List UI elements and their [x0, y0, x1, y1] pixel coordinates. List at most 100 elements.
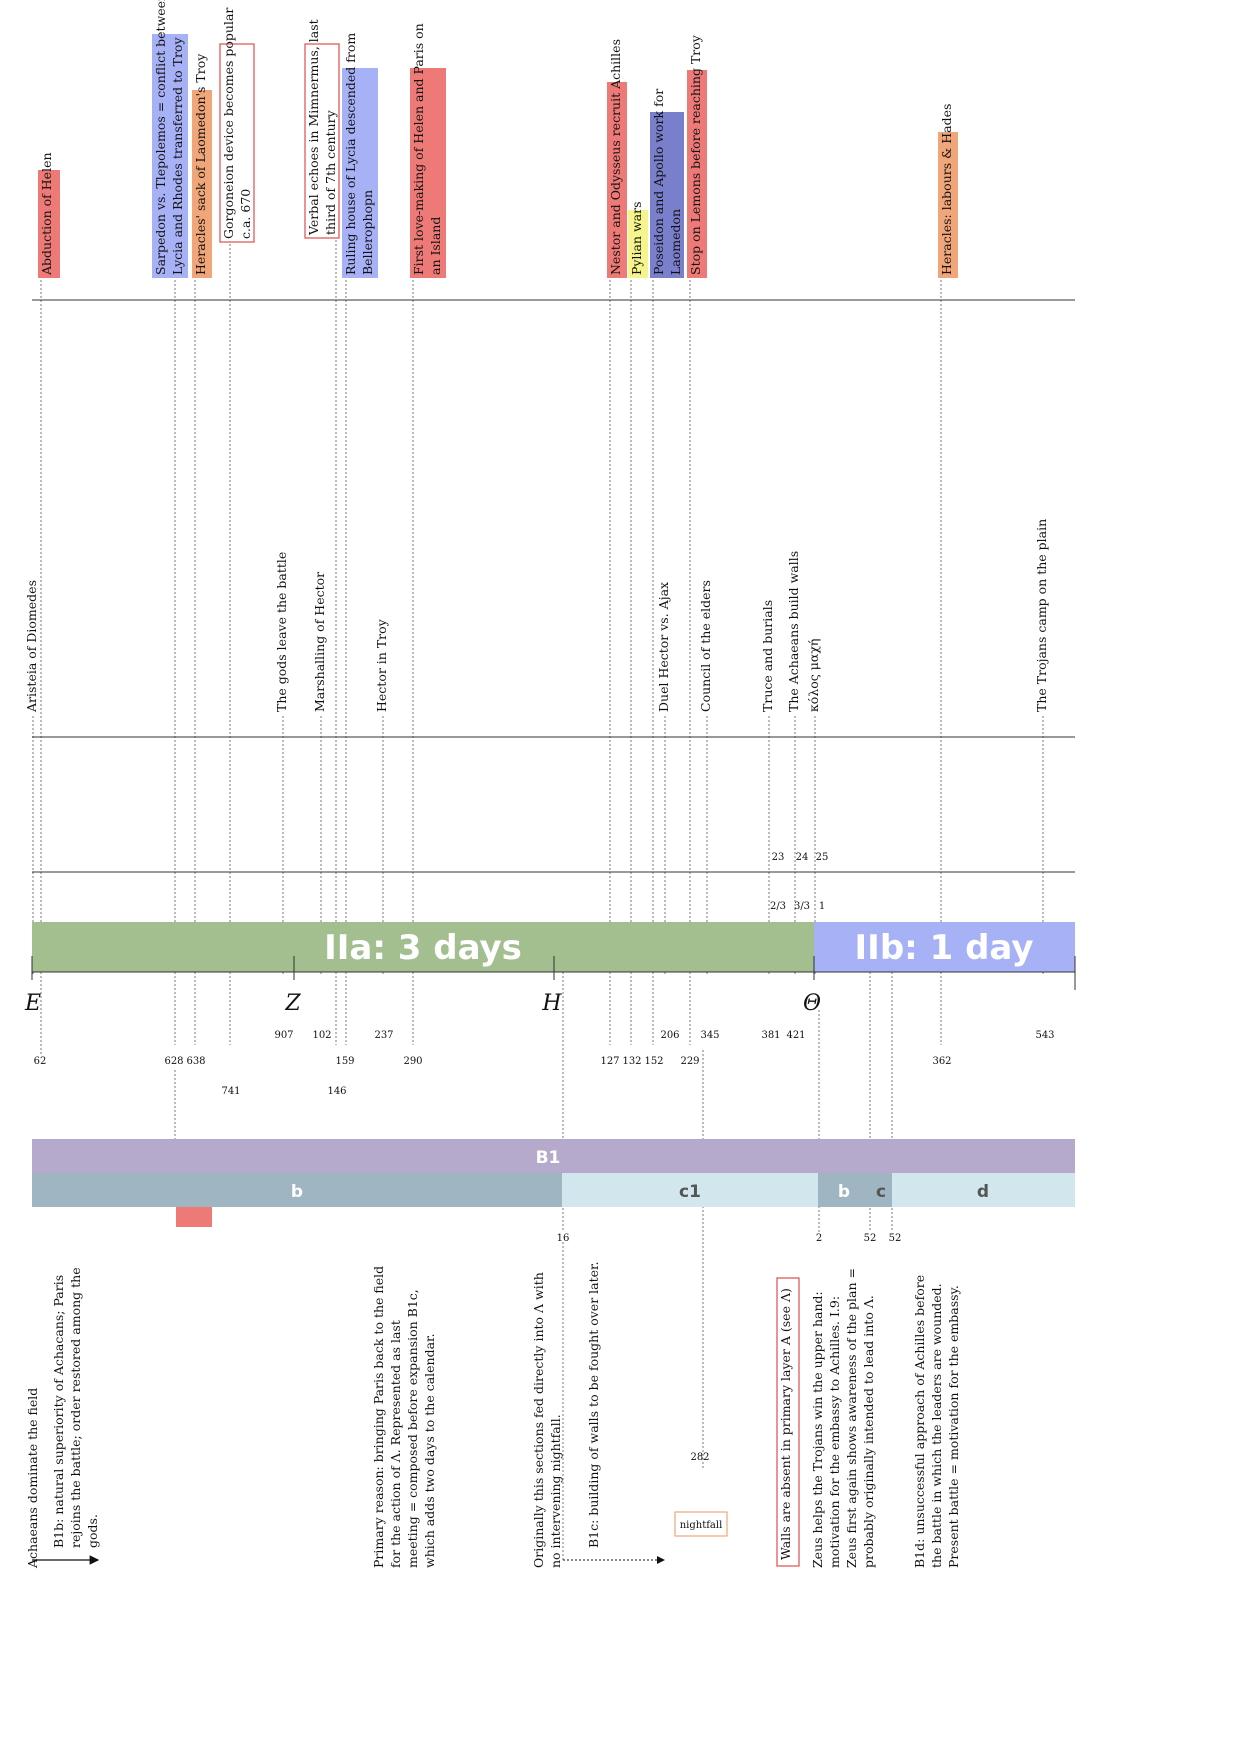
mid-event-label-line: κόλος μαχή: [806, 639, 821, 712]
phase-bar: [814, 922, 1075, 972]
top-event-label: Ruling house of Lycia descended from Bell…: [343, 33, 375, 275]
section-line-number: 2: [816, 1233, 822, 1244]
section-line-number: 282: [690, 1452, 709, 1463]
line-number: 381: [761, 1030, 780, 1041]
event-box: [628, 210, 648, 278]
section-band-label: b: [291, 1182, 303, 1202]
phase-bar: [32, 922, 814, 972]
line-number: 237: [374, 1030, 393, 1041]
note-text-line: probably originally intended to lead int…: [861, 1295, 876, 1568]
note-text-line: motivation for the embassy to Achilles. …: [827, 1296, 842, 1568]
note-text-line: B1b: natural superiority of Achacans; Pa…: [51, 1275, 66, 1548]
line-number: 421: [786, 1030, 805, 1041]
note-text-line: the battle in which the leaders are woun…: [929, 1283, 944, 1568]
section-band: [562, 1173, 818, 1207]
mid-event-label: Council of the elders: [698, 580, 713, 712]
note-text: Originally this sections fed directly in…: [531, 1272, 563, 1568]
note-text-line: no intervening nightfall.: [548, 1414, 563, 1568]
event-box: [342, 68, 378, 278]
event-box: [687, 70, 707, 278]
event-box: [607, 82, 627, 278]
line-number: 628: [164, 1056, 183, 1067]
note-text-line: B1c: building of walls to be fought over…: [586, 1261, 601, 1548]
note-text: Achaeans dominate the field: [25, 1388, 40, 1569]
mid-event-label-line: Duel Hector vs. Ajax: [656, 582, 671, 712]
mid-event-label: κόλος μαχή: [806, 639, 821, 712]
top-event-label: Pylian wars: [629, 202, 644, 276]
top-event: First love-making of Helen and Paris on a…: [410, 23, 446, 278]
top-event-label-line: third of 7th century: [323, 109, 338, 235]
line-number: 362: [932, 1056, 951, 1067]
note-text-line: Primary reason: bringing Paris back to t…: [371, 1266, 386, 1568]
line-number: 62: [34, 1056, 47, 1067]
event-box: [650, 112, 684, 278]
mid-event-label-line: Truce and burials: [760, 600, 775, 712]
book-letter: Z: [284, 991, 301, 1016]
nightfall-box: [674, 1511, 728, 1537]
note-text-line: Walls are absent in primary layer A (see…: [778, 1288, 793, 1560]
note-text: B1d: unsuccessful approach of Achilles b…: [912, 1275, 961, 1568]
mid-event-label-line: The Trojans camp on the plain: [1034, 519, 1049, 712]
section-band: [32, 1173, 562, 1207]
top-event-label: First love-making of Helen and Paris on a…: [411, 23, 443, 275]
top-event-label: Heracles' sack of Laomedon's Troy: [193, 53, 208, 275]
top-event-label-line: Heracles: labours & Hades: [939, 104, 954, 275]
line-number: 638: [186, 1056, 205, 1067]
event-box: [152, 34, 188, 278]
note-text-line: rejoins the battle; order restored among…: [68, 1267, 83, 1548]
horizontal-rules: [32, 299, 1075, 873]
band-b1-label: B1: [536, 1148, 561, 1168]
phase-label: IIb: 1 day: [855, 928, 1034, 968]
line-number: 132: [622, 1056, 641, 1067]
top-event-label: Stop on Lemons before reaching Troy: [688, 34, 703, 275]
line-number: 127: [600, 1056, 619, 1067]
line-number: 229: [680, 1056, 699, 1067]
top-event-label-line: Laomedon: [668, 209, 683, 275]
note-text-line: for the action of Λ. Represented as last: [388, 1320, 403, 1568]
top-event-label-line: Abduction of Helen: [39, 152, 54, 276]
line-number: 290: [403, 1056, 422, 1067]
marker-box: [176, 1207, 212, 1227]
top-event-label-line: Verbal echoes in Mimnermus, last: [306, 19, 321, 236]
line-number: 206: [660, 1030, 679, 1041]
line-number: 345: [700, 1030, 719, 1041]
note-text-line: Originally this sections fed directly in…: [531, 1272, 546, 1568]
top-event: Gorgoneion device becomes popular c.a. 67…: [219, 8, 255, 243]
event-box: [938, 132, 958, 278]
top-event-label-line: c.a. 670: [238, 189, 253, 239]
event-box: [304, 43, 340, 239]
note-text-line: Zeus helps the Trojans win the upper han…: [810, 1291, 825, 1568]
mid-event-label: The Achaeans build walls: [786, 551, 801, 712]
top-event-label-line: Lycia and Rhodes transferred to Troy: [170, 37, 185, 275]
book-letter: E: [24, 991, 41, 1016]
top-event: Verbal echoes in Mimnermus, last third of…: [304, 19, 340, 239]
book-letter: H: [541, 991, 562, 1016]
section-band: [892, 1173, 1075, 1207]
nightfall-label: nightfall: [680, 1520, 723, 1531]
top-event-label: Sarpedon vs. Tlepolemos = conflict betwe…: [153, 0, 185, 275]
mid-event-label-line: The gods leave the battle: [274, 552, 289, 712]
top-event-label-line: Sarpedon vs. Tlepolemos = conflict betwe…: [153, 0, 168, 275]
event-box: [38, 170, 60, 278]
mid-event-label-line: Marshalling of Hector: [312, 572, 327, 712]
day-number: 24: [796, 852, 809, 863]
day-number: 25: [816, 852, 829, 863]
note-text-line: Present battle = motivation for the emba…: [946, 1285, 961, 1568]
note-text-line: which adds two days to the calendar.: [422, 1333, 437, 1568]
top-event-label: Poseidon and Apollo work for Laomedon: [651, 89, 683, 275]
section-line-number: 52: [889, 1233, 902, 1244]
mid-event-label: Hector in Troy: [374, 618, 389, 712]
mid-event-label-line: Hector in Troy: [374, 618, 389, 712]
top-event: Sarpedon vs. Tlepolemos = conflict betwe…: [152, 0, 188, 278]
walls-note-box: [776, 1277, 800, 1567]
note-text: Walls are absent in primary layer A (see…: [778, 1288, 793, 1560]
phase-timeline: IIa: 3 days IIb: 1 day E Z H Θ: [24, 922, 1076, 1016]
top-event: Poseidon and Apollo work for Laomedon: [650, 89, 684, 278]
note-text-line: B1d: unsuccessful approach of Achilles b…: [912, 1275, 927, 1568]
line-number: 102: [312, 1030, 331, 1041]
day-fraction: 1: [819, 901, 825, 912]
line-number: 152: [644, 1056, 663, 1067]
note-text-line: Achaeans dominate the field: [25, 1388, 40, 1569]
mid-event-label: Truce and burials: [760, 600, 775, 712]
